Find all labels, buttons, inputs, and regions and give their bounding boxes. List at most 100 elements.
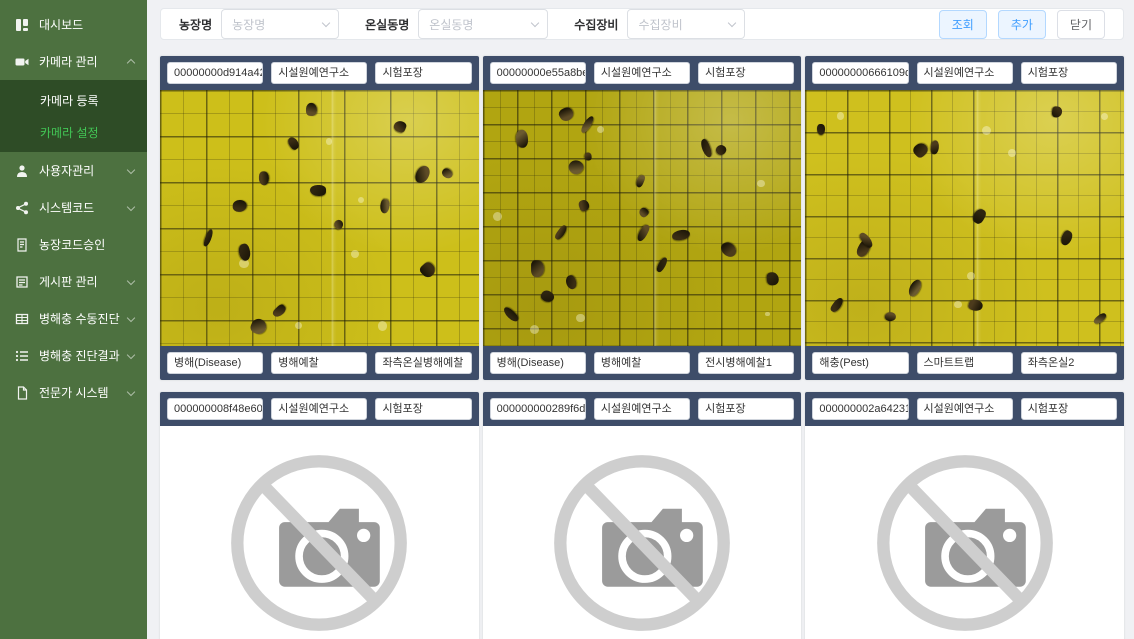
location-field[interactable]: 좌측온실2: [1020, 352, 1117, 374]
sidebar: 대시보드 카메라 관리 카메라 등록 카메라 설정 사용자관리 시스템코드: [0, 0, 147, 639]
sidebar-item-pest-manual-diagnosis[interactable]: 병해충 수동진단: [0, 300, 147, 337]
device-id-field[interactable]: 00000000e55a8be6: [489, 62, 586, 84]
site-name-field[interactable]: 시험포장: [375, 62, 472, 84]
sidebar-item-label: 병해충 진단결과: [39, 349, 120, 363]
farm-name-field[interactable]: 시설원예연구소: [271, 62, 368, 84]
main-content: 농장명 농장명 온실동명 온실동명 수집장비 수집장비 조회 추가 닫기: [147, 0, 1134, 639]
sidebar-item-pest-diagnosis-results[interactable]: 병해충 진단결과: [0, 337, 147, 374]
sidebar-item-label: 시스템코드: [39, 201, 95, 215]
sidebar-item-expert-system[interactable]: 전문가 시스템: [0, 374, 147, 411]
farm-name-field[interactable]: 시설원예연구소: [593, 398, 691, 420]
camera-off-icon: [554, 455, 730, 631]
sidebar-item-label: 게시판 관리: [39, 275, 98, 289]
purpose-field[interactable]: 스마트트랩: [916, 352, 1013, 374]
farm-name-label: 농장명: [179, 17, 213, 32]
dashboard-icon: [14, 17, 29, 32]
greenhouse-select[interactable]: 온실동명: [418, 9, 549, 39]
chevron-down-icon: [126, 387, 136, 396]
device-id-field[interactable]: 00000000d914a42c: [167, 62, 264, 84]
purpose-field[interactable]: 병해예찰: [271, 352, 368, 374]
device-id-field[interactable]: 000000008f48e60c: [167, 398, 264, 420]
device-id-field[interactable]: 00000000666109d3: [812, 62, 909, 84]
document-check-icon: [14, 237, 29, 252]
submenu-item-label: 카메라 설정: [40, 125, 99, 140]
user-icon: [14, 163, 29, 178]
bulletin-board-icon: [14, 274, 29, 289]
sidebar-item-label: 카메라 관리: [39, 55, 98, 69]
camera-submenu: 카메라 등록 카메라 설정: [0, 80, 147, 152]
no-camera-placeholder: [160, 426, 479, 639]
close-button[interactable]: 닫기: [1056, 9, 1105, 39]
site-name-field[interactable]: 시험포장: [698, 62, 795, 84]
sidebar-item-user-management[interactable]: 사용자관리: [0, 152, 147, 189]
collect-device-label: 수집장비: [574, 17, 619, 32]
card-header: 00000000e55a8be6 시설원예연구소 시험포장: [482, 56, 802, 90]
sticky-trap-photo[interactable]: [160, 90, 479, 346]
sidebar-item-system-code[interactable]: 시스템코드: [0, 189, 147, 226]
search-button[interactable]: 조회: [938, 9, 987, 39]
sidebar-item-board-management[interactable]: 게시판 관리: [0, 263, 147, 300]
no-camera-placeholder: [482, 426, 802, 639]
farm-name-field[interactable]: 시설원예연구소: [593, 62, 691, 84]
farm-name-select[interactable]: 농장명: [221, 9, 340, 39]
camera-card: 000000002a642317 시설원예연구소 시험포장: [805, 392, 1124, 639]
location-field[interactable]: 전시병해예찰1: [698, 352, 795, 374]
location-field[interactable]: 좌측온실병해예찰: [375, 352, 472, 374]
no-camera-placeholder: [805, 426, 1124, 639]
sidebar-item-label: 사용자관리: [39, 164, 95, 178]
card-header: 000000008f48e60c 시설원예연구소 시험포장: [160, 392, 479, 426]
camera-off-icon: [231, 455, 408, 631]
chevron-down-icon: [126, 276, 136, 285]
collect-device-select[interactable]: 수집장비: [627, 9, 746, 39]
select-placeholder: 온실동명: [429, 17, 474, 32]
submenu-item-camera-settings[interactable]: 카메라 설정: [0, 116, 147, 148]
site-name-field[interactable]: 시험포장: [1020, 62, 1117, 84]
card-footer: 병해(Disease) 병해예찰 전시병해예찰1: [482, 346, 802, 380]
site-name-field[interactable]: 시험포장: [375, 398, 472, 420]
list-icon: [14, 348, 29, 363]
add-button[interactable]: 추가: [997, 9, 1046, 39]
category-field[interactable]: 병해(Disease): [167, 352, 264, 374]
sidebar-item-farm-code-approval[interactable]: 농장코드승인: [0, 226, 147, 263]
camera-off-icon: [876, 455, 1053, 631]
farm-name-field[interactable]: 시설원예연구소: [271, 398, 368, 420]
select-placeholder: 수집장비: [638, 17, 683, 32]
sidebar-item-label: 전문가 시스템: [39, 386, 109, 400]
card-footer: 병해(Disease) 병해예찰 좌측온실병해예찰: [160, 346, 479, 380]
chevron-down-icon: [126, 165, 136, 174]
category-field[interactable]: 병해(Disease): [489, 352, 586, 374]
sidebar-item-camera-management[interactable]: 카메라 관리: [0, 43, 147, 80]
site-name-field[interactable]: 시험포장: [1020, 398, 1117, 420]
sidebar-item-label: 병해충 수동진단: [39, 312, 120, 326]
device-id-field[interactable]: 000000000289f6d3: [489, 398, 586, 420]
camera-card: 000000000289f6d3 시설원예연구소 시험포장: [482, 392, 802, 639]
sticky-trap-photo[interactable]: [482, 90, 802, 346]
category-field[interactable]: 해충(Pest): [812, 352, 909, 374]
farm-name-field[interactable]: 시설원예연구소: [916, 62, 1013, 84]
sticky-trap-photo[interactable]: [805, 90, 1124, 346]
card-header: 000000000289f6d3 시설원예연구소 시험포장: [482, 392, 802, 426]
purpose-field[interactable]: 병해예찰: [593, 352, 691, 374]
submenu-item-label: 카메라 등록: [40, 93, 99, 108]
chevron-up-icon: [126, 58, 136, 68]
camera-card: 00000000e55a8be6 시설원예연구소 시험포장 병해(Disease…: [482, 56, 802, 380]
farm-name-field[interactable]: 시설원예연구소: [916, 398, 1013, 420]
device-id-field[interactable]: 000000002a642317: [812, 398, 909, 420]
camera-card: 000000008f48e60c 시설원예연구소 시험포장: [160, 392, 479, 639]
submenu-item-camera-register[interactable]: 카메라 등록: [0, 84, 147, 116]
filter-group-farm: 농장명 농장명: [179, 9, 340, 39]
card-header: 00000000d914a42c 시설원예연구소 시험포장: [160, 56, 479, 90]
filter-group-greenhouse: 온실동명 온실동명: [365, 9, 549, 39]
chevron-down-icon: [531, 18, 540, 28]
card-footer: 해충(Pest) 스마트트랩 좌측온실2: [805, 346, 1124, 380]
site-name-field[interactable]: 시험포장: [698, 398, 795, 420]
filter-panel: 농장명 농장명 온실동명 온실동명 수집장비 수집장비 조회 추가 닫기: [160, 8, 1124, 40]
camera-card: 00000000666109d3 시설원예연구소 시험포장 해충(Pest) 스…: [805, 56, 1124, 380]
table-icon: [14, 311, 29, 326]
video-camera-icon: [14, 54, 29, 69]
chevron-down-icon: [728, 18, 737, 28]
file-icon: [14, 385, 29, 400]
sidebar-item-dashboard[interactable]: 대시보드: [0, 6, 147, 43]
chevron-down-icon: [126, 202, 136, 211]
camera-card: 00000000d914a42c 시설원예연구소 시험포장 병해(Disease…: [160, 56, 479, 380]
